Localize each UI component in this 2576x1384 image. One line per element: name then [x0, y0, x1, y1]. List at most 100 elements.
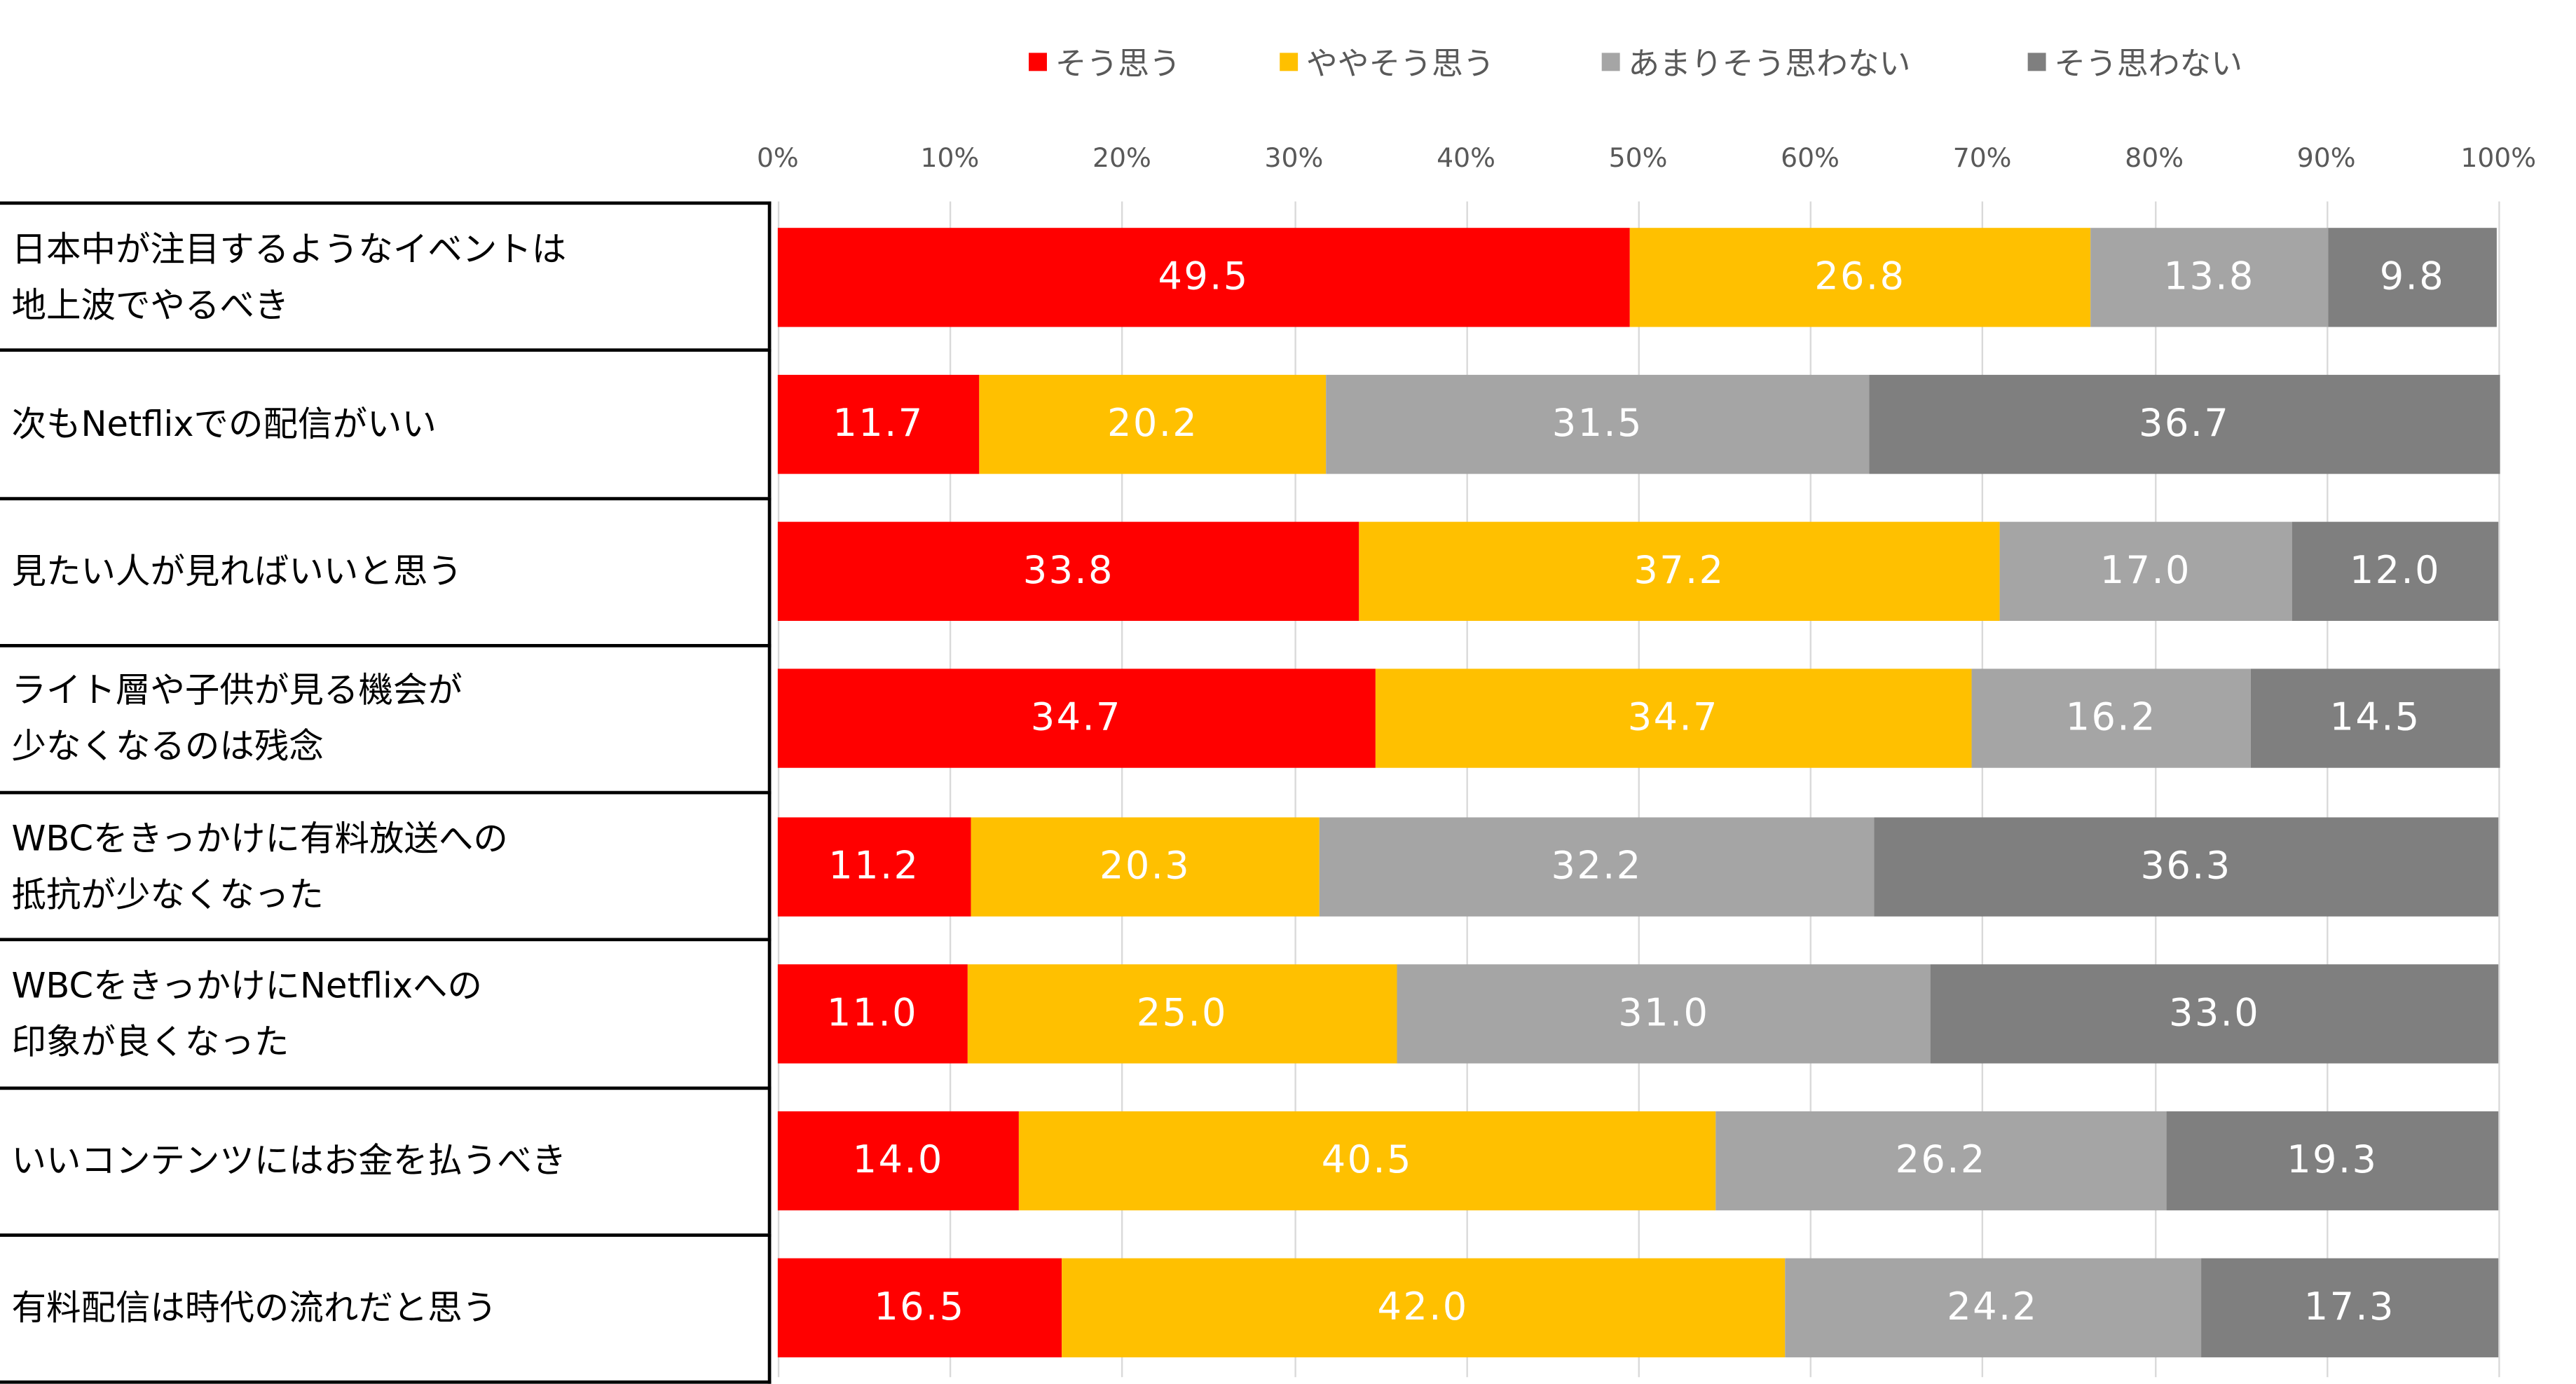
bar-segment: 12.0: [2291, 521, 2499, 622]
data-label: 14.5: [2329, 697, 2421, 741]
bar-segment: 26.2: [1715, 1111, 2167, 1211]
gridline: [950, 201, 952, 1378]
data-label: 34.7: [1030, 697, 1122, 741]
bar-segment: 17.3: [2200, 1259, 2499, 1358]
data-label: 33.8: [1022, 549, 1114, 594]
category-label: 日本中が注目するようなイベントは 地上波でやるべき: [0, 201, 772, 349]
gridline: [2498, 201, 2500, 1378]
bar-segment: 11.7: [777, 374, 980, 474]
data-label: 24.2: [1947, 1287, 2039, 1330]
data-label: 26.8: [1814, 255, 1906, 299]
data-label: 40.5: [1321, 1139, 1413, 1183]
bar-segment: 34.7: [1374, 669, 1972, 769]
bar-segment: 13.8: [2090, 227, 2329, 327]
data-label: 31.5: [1551, 402, 1643, 446]
gridline: [1638, 201, 1640, 1378]
data-label: 49.5: [1158, 255, 1249, 299]
bar-segment: 36.7: [1868, 374, 2500, 474]
bar-segment: 14.5: [2250, 669, 2500, 769]
bar-segment: 32.2: [1320, 816, 1874, 916]
data-label: 16.5: [874, 1287, 966, 1330]
data-label: 11.2: [828, 844, 920, 888]
gridline: [1466, 201, 1468, 1378]
legend-item: あまりそう思わない: [1601, 40, 1911, 85]
bar-segment: 16.5: [777, 1259, 1062, 1358]
tick-label: 10%: [920, 142, 980, 174]
data-label: 33.0: [2168, 992, 2261, 1036]
data-label: 16.2: [2065, 697, 2157, 741]
legend-swatch: [1601, 53, 1620, 71]
tick-label: 60%: [1781, 142, 1839, 174]
legend-label: そう思う: [1055, 46, 1181, 83]
data-label: 34.7: [1627, 697, 1719, 741]
bar-segment: 49.5: [777, 227, 1630, 327]
bar-segment: 20.2: [979, 374, 1327, 474]
data-label: 31.0: [1618, 992, 1710, 1036]
bar-segment: 33.0: [1930, 964, 2499, 1064]
tick-label: 90%: [2296, 142, 2356, 174]
bar-segment: 37.2: [1359, 521, 2000, 622]
bar-segment: 40.5: [1018, 1111, 1716, 1211]
tick-label: 30%: [1264, 142, 1324, 174]
data-label: 36.7: [2139, 402, 2231, 446]
data-label: 17.0: [2099, 549, 2191, 594]
category-label: WBCをきっかけに有料放送への 抵抗が少なくなった: [0, 790, 772, 939]
tick-label: 80%: [2125, 142, 2184, 174]
gridline: [1810, 201, 1812, 1378]
data-label: 11.7: [833, 402, 924, 446]
bar-segment: 19.3: [2166, 1111, 2499, 1211]
tick-label: 100%: [2460, 142, 2537, 174]
legend-item: そう思わない: [2027, 40, 2243, 85]
data-label: 42.0: [1377, 1287, 1469, 1330]
data-label: 14.0: [852, 1139, 944, 1183]
category-label: いいコンテンツにはお金を払うべき: [0, 1085, 772, 1233]
bar-segment: 14.0: [777, 1111, 1019, 1211]
tick-label: 0%: [756, 142, 799, 174]
bar-segment: 24.2: [1784, 1259, 2201, 1358]
category-label: 次もNetflixでの配信がいい: [0, 348, 772, 497]
category-label: WBCをきっかけにNetflixへの 印象が良くなった: [0, 938, 772, 1086]
tick-label: 20%: [1092, 142, 1151, 174]
legend: そう思う ややそう思う あまりそう思わない そう思わない: [0, 40, 2576, 83]
data-label: 12.0: [2349, 549, 2441, 594]
bar-segment: 16.2: [1971, 669, 2251, 769]
bar-segment: 20.3: [970, 816, 1320, 916]
tick-label: 50%: [1608, 142, 1668, 174]
data-label: 37.2: [1633, 549, 1725, 594]
bar-segment: 31.5: [1327, 374, 1869, 474]
bar-segment: 33.8: [777, 521, 1359, 622]
tick-label: 70%: [1952, 142, 2012, 174]
data-label: 26.2: [1895, 1139, 1987, 1183]
legend-swatch: [1029, 53, 1047, 71]
legend-label: あまりそう思わない: [1628, 46, 1911, 83]
bar-segment: 26.8: [1629, 227, 2091, 327]
gridline: [2154, 201, 2156, 1378]
data-label: 11.0: [826, 992, 918, 1036]
data-label: 20.2: [1107, 402, 1199, 446]
bar-segment: 31.0: [1397, 964, 1931, 1064]
category-label: 有料配信は時代の流れだと思う: [0, 1233, 772, 1384]
bar-segment: 34.7: [777, 669, 1375, 769]
bar-segment: 42.0: [1061, 1259, 1785, 1358]
gridline: [1982, 201, 1984, 1378]
bar-segment: 36.3: [1873, 816, 2499, 916]
bar-segment: 11.2: [777, 816, 971, 916]
legend-label: そう思わない: [2054, 46, 2243, 83]
data-label: 36.3: [2140, 844, 2232, 888]
data-label: 17.3: [2303, 1287, 2395, 1330]
legend-label: ややそう思う: [1306, 46, 1495, 83]
category-label: ライト層や子供が見る機会が 少なくなるのは残念: [0, 643, 772, 791]
data-label: 32.2: [1551, 844, 1643, 888]
data-label: 20.3: [1099, 844, 1191, 888]
bar-segment: 25.0: [966, 964, 1397, 1064]
data-label: 13.8: [2163, 255, 2255, 299]
bar-segment: 17.0: [1999, 521, 2292, 622]
bar-segment: 11.0: [777, 964, 967, 1064]
legend-swatch: [2027, 53, 2046, 71]
gridline: [2326, 201, 2329, 1378]
data-label: 25.0: [1136, 992, 1228, 1036]
gridline: [777, 201, 780, 1378]
legend-swatch: [1280, 53, 1299, 71]
gridline: [1121, 201, 1124, 1378]
